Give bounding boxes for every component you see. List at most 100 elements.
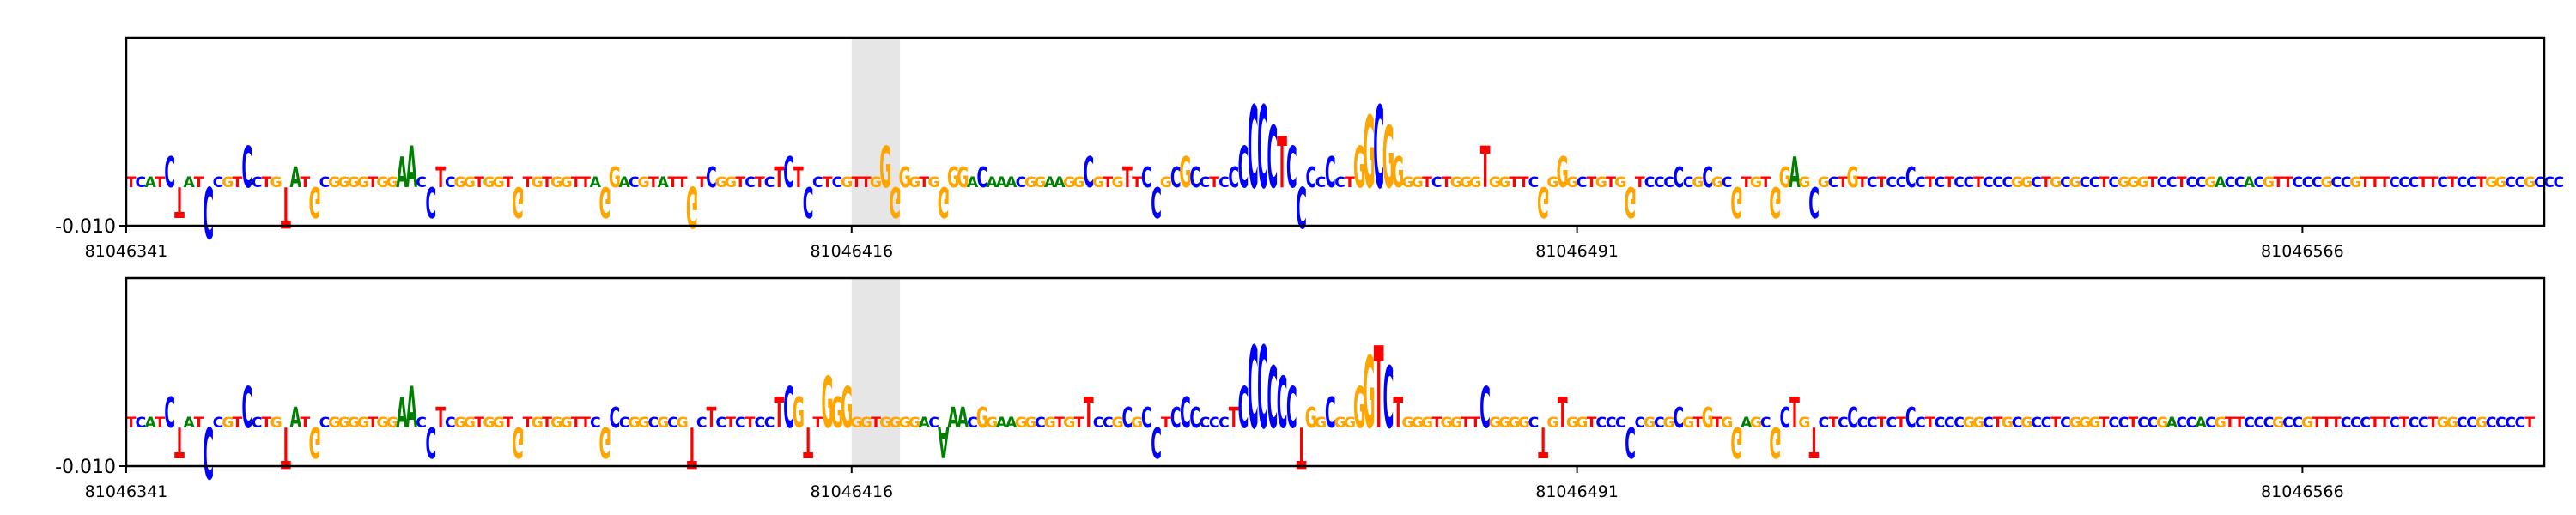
logo-letter: T — [1587, 173, 1597, 191]
logo-letter: T — [1509, 173, 1519, 191]
logo-letter: G — [1557, 148, 1569, 197]
logo-letter: T — [1442, 173, 1452, 191]
logo-letter: C — [1663, 173, 1674, 191]
logo-letter: T — [1461, 414, 1471, 431]
logo-letter: T — [281, 414, 291, 480]
logo-letter: G — [1363, 97, 1375, 211]
logo-letter: T — [194, 173, 204, 191]
logo-letter: C — [1035, 414, 1046, 431]
logo-letter: G — [550, 414, 562, 431]
logo-letter: G — [493, 173, 505, 191]
logo-letter: T — [1944, 173, 1954, 191]
logo-letter: T — [774, 389, 784, 438]
logo-letter: T — [2041, 173, 2051, 191]
logo-letter: G — [1730, 177, 1742, 226]
logo-letter: C — [1286, 376, 1297, 442]
logo-letter: C — [2234, 173, 2245, 191]
logo-letter: G — [1363, 337, 1375, 451]
logo-letter: G — [1334, 414, 1346, 431]
logo-letter: T — [1993, 414, 2003, 431]
logo-letter: C — [2196, 173, 2207, 191]
logo-letter: G — [1460, 173, 1472, 191]
logo-letter: G — [899, 162, 911, 195]
logo-letter: C — [1654, 173, 1665, 191]
logo-letter: C — [648, 414, 659, 431]
logo-letter: G — [348, 173, 360, 191]
logo-letter: A — [289, 403, 301, 435]
logo-letter: C — [1828, 173, 1839, 191]
logo-letter: C — [2041, 414, 2052, 431]
logo-letter: C — [1315, 173, 1327, 191]
logo-letter: T — [1103, 173, 1113, 191]
logo-letter: C — [1634, 414, 1645, 431]
logo-letter: C — [764, 414, 775, 431]
logo-letter: A — [957, 403, 969, 435]
logo-letter: C — [2108, 173, 2119, 191]
logo-letter: T — [745, 414, 756, 431]
logo-letter: C — [1644, 173, 1656, 191]
logo-letter: G — [1044, 414, 1056, 431]
logo-letter: T — [233, 173, 243, 191]
logo-letter: G — [2156, 414, 2168, 431]
logo-letter: C — [2350, 414, 2361, 431]
logo-letter: T — [1480, 136, 1491, 202]
logo-letter: G — [879, 414, 891, 431]
x-tick-label: 81046341 — [85, 242, 168, 261]
logo-letter: C — [2225, 173, 2236, 191]
highlight-band — [851, 38, 901, 226]
logo-letter: A — [1789, 148, 1801, 197]
logo-letter: T — [1760, 173, 1771, 191]
logo-letter: T — [174, 177, 185, 226]
logo-letter: G — [1798, 173, 1810, 191]
logo-letter: G — [908, 414, 920, 431]
logo-letter: G — [1972, 414, 1984, 431]
logo-letter: C — [1277, 363, 1288, 445]
logo-letter: A — [996, 173, 1007, 191]
logo-letter: G — [841, 173, 853, 191]
logo-letter: G — [1546, 414, 1558, 431]
logo-letter: G — [2020, 414, 2032, 431]
logo-letter: G — [309, 177, 321, 226]
logo-letter: C — [1760, 414, 1771, 431]
logo-letter: C — [1479, 376, 1491, 442]
logo-letter: A — [919, 414, 930, 431]
logo-letter: G — [1072, 173, 1084, 191]
logo-letter: C — [241, 136, 252, 202]
logo-letter: G — [1518, 414, 1530, 431]
logo-letter: G — [550, 173, 562, 191]
logo-letter: C — [2108, 414, 2119, 431]
logo-letter: T — [2148, 173, 2158, 191]
logo-letter: G — [1450, 173, 1462, 191]
logo-letter: C — [2137, 414, 2148, 431]
logo-letter: C — [1674, 403, 1685, 435]
logo-letter: T — [126, 414, 137, 431]
logo-letter: C — [2080, 173, 2091, 191]
logo-letter: C — [2205, 414, 2216, 431]
logo-letter: T — [1741, 173, 1752, 191]
logo-letter: C — [2360, 414, 2371, 431]
logo-letter: G — [1160, 173, 1172, 191]
logo-letter: T — [1838, 173, 1848, 191]
logo-letter: T — [726, 414, 736, 431]
logo-letter: C — [1200, 173, 1211, 191]
logo-letter: G — [1750, 414, 1762, 431]
logo-letter: T — [1789, 389, 1800, 438]
logo-letter: C — [629, 173, 640, 191]
logo-letter: G — [1092, 173, 1104, 191]
logo-letter: G — [2127, 173, 2139, 191]
logo-letter: C — [1953, 173, 1965, 191]
logo-letter: G — [1721, 414, 1733, 431]
logo-letter: T — [155, 173, 166, 191]
x-tick-label: 81046416 — [810, 482, 893, 501]
logo-letter: T — [1712, 414, 1722, 431]
logo-letter: T — [194, 414, 204, 431]
logo-letter: G — [1663, 414, 1675, 431]
logo-letter: C — [1867, 414, 1878, 431]
logo-letter: T — [2476, 173, 2487, 191]
logo-letter: C — [1992, 173, 2003, 191]
logo-letter: G — [2069, 414, 2081, 431]
logo-letter: G — [938, 177, 950, 226]
logo-letter: G — [328, 173, 340, 191]
logo-letter: G — [2088, 414, 2100, 431]
logo-letter: A — [1054, 173, 1065, 191]
